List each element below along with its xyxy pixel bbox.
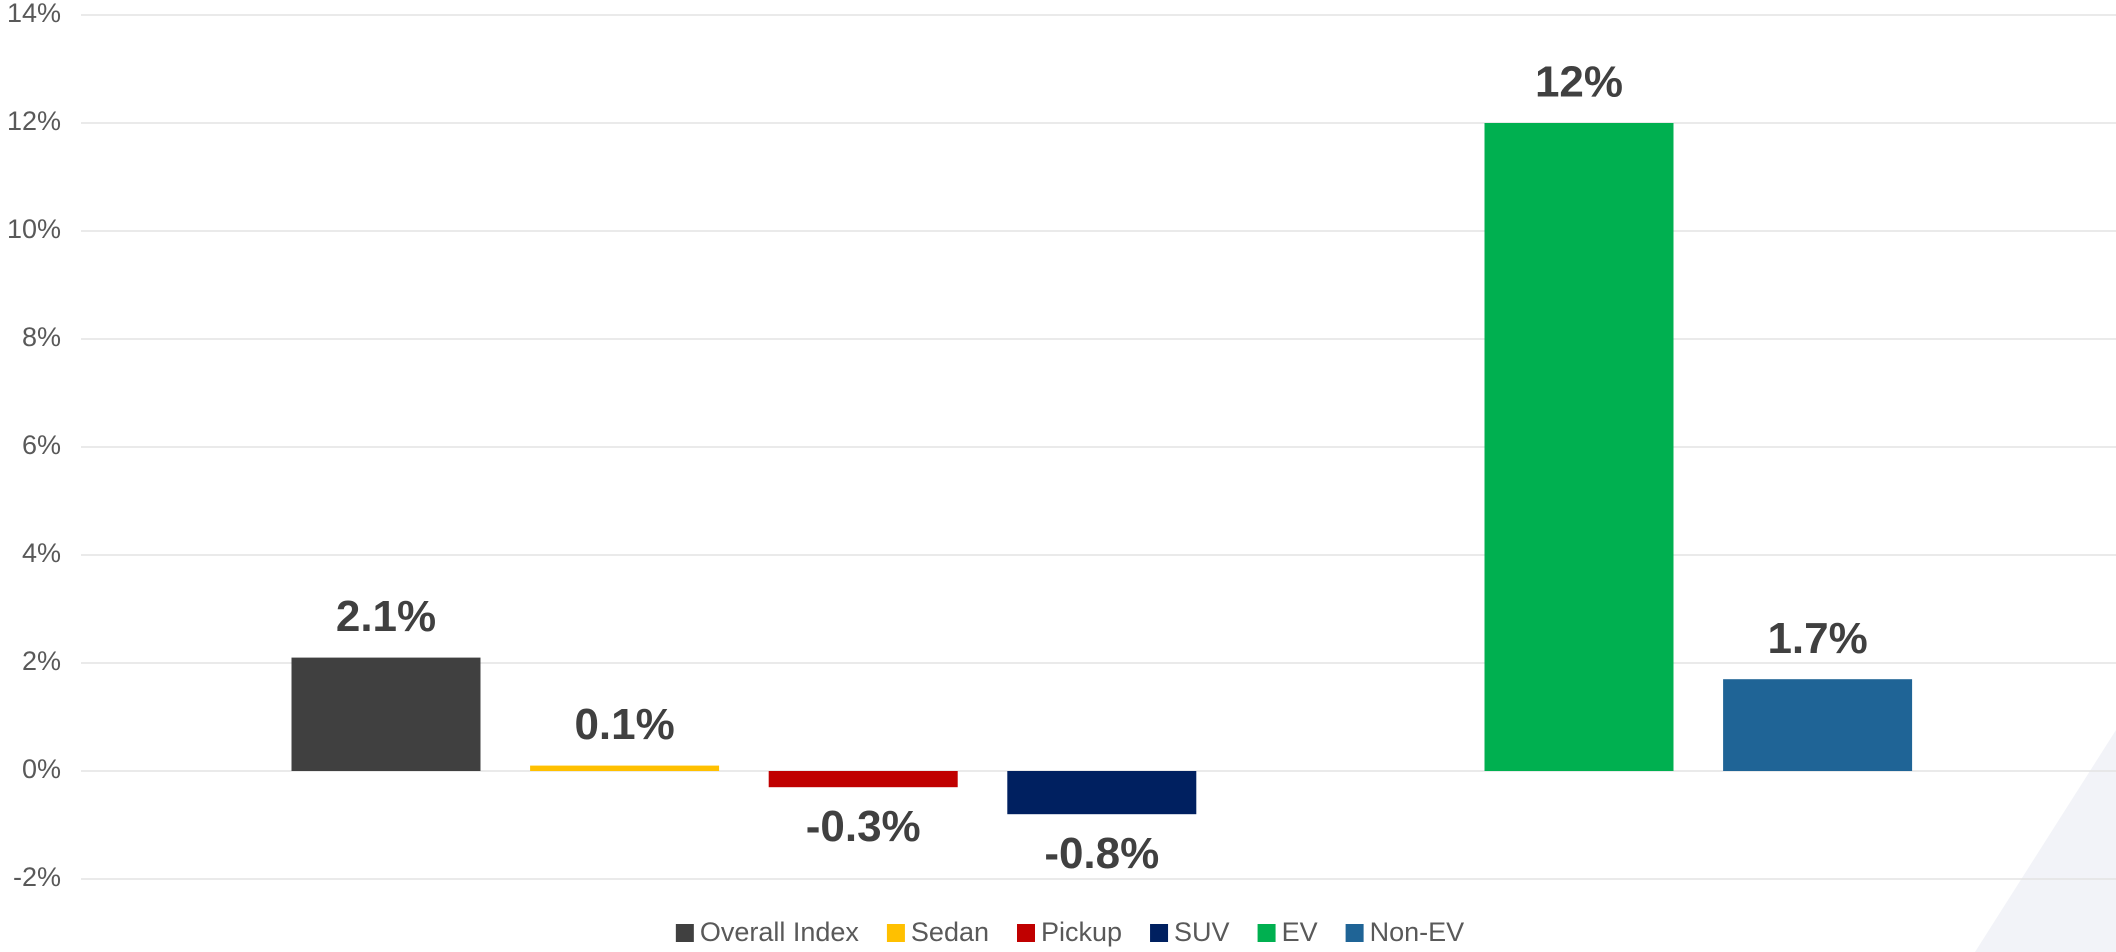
data-label: -0.3% [806,802,921,851]
legend-swatch [675,924,694,942]
legend-label: Overall Index [700,917,860,947]
data-label: 2.1% [336,592,436,641]
legend-swatch [1017,924,1035,942]
legend-swatch [1150,924,1169,942]
legend-label: Pickup [1041,917,1122,947]
data-label: 12% [1535,58,1623,107]
y-tick-label: 0% [22,754,61,784]
bar [530,765,720,771]
y-tick-label: 12% [7,106,61,136]
background-decoration [1975,730,2116,952]
y-tick-label: 4% [22,538,61,568]
bar [1007,771,1197,815]
bar [1484,123,1674,771]
legend-swatch [1345,924,1364,942]
data-label: 0.1% [574,700,674,749]
legend-label: Sedan [911,917,989,947]
bar [1723,679,1913,771]
legend-label: Non-EV [1370,917,1465,947]
y-tick-label: 8% [22,322,61,352]
y-tick-label: -2% [13,862,61,892]
legend-label: SUV [1174,917,1230,947]
data-label: 1.7% [1767,614,1867,663]
data-label: -0.8% [1044,829,1159,878]
legend-label: EV [1282,917,1318,947]
y-tick-label: 2% [22,646,61,676]
y-tick-label: 6% [22,430,61,460]
bar [768,771,958,788]
y-tick-label: 10% [7,214,61,244]
legend-swatch [886,924,905,942]
y-tick-label: 14% [7,0,61,28]
bar [291,657,481,771]
legend-swatch [1257,924,1276,942]
